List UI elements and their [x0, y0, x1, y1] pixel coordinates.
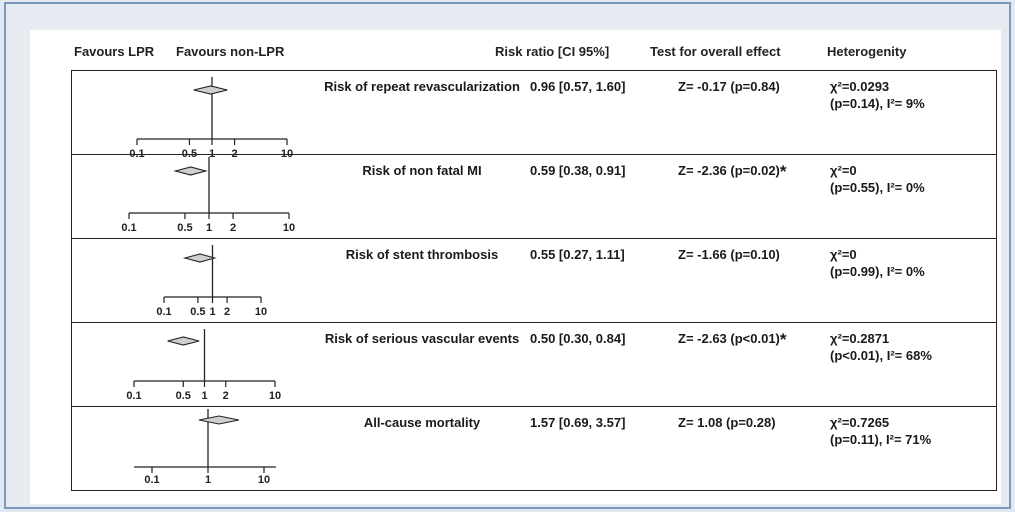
overall-effect-test: Z= -2.63 (p<0.01)*	[678, 330, 787, 348]
x-tick-label: 10	[269, 390, 281, 402]
x-tick-label: 1	[205, 474, 211, 486]
x-tick-label: 2	[230, 222, 236, 234]
overall-effect-test: Z= 1.08 (p=0.28)	[678, 414, 776, 431]
forest-plot-axis: 0.1 0.5 1 2 10	[121, 157, 295, 234]
chi-square-value: χ²=0.0293	[830, 79, 890, 94]
x-tick-label: 1	[206, 222, 212, 234]
forest-row: 0.1 0.5 1 2 10 Risk of serious vascular event…	[71, 322, 997, 407]
outcome-title: Risk of non fatal MI	[362, 163, 482, 178]
outcome-title: All-cause mortality	[363, 415, 481, 430]
forest-plot-axis: 0.1 0.5 1 2 10	[156, 245, 267, 318]
x-tick-label: 0.1	[156, 306, 171, 318]
x-tick-label: 0.1	[126, 390, 141, 402]
overall-effect-test: Z= -1.66 (p=0.10)	[678, 246, 780, 263]
x-tick-label: 2	[224, 306, 230, 318]
outcome-title: Risk of repeat revascularization	[324, 79, 520, 94]
x-tick-label: 1	[209, 306, 215, 318]
forest-plot-axis: 0.1 0.5 1 2 10	[126, 329, 281, 402]
heterogeneity-stats: χ²=0.2871 (p<0.01), I²= 68%	[830, 330, 932, 364]
forest-plot-figure: Favours LPR Favours non-LPR Risk ratio […	[30, 30, 1001, 504]
risk-ratio-value: 1.57 [0.69, 3.57]	[530, 415, 626, 430]
x-tick-label: 0.5	[190, 306, 205, 318]
forest-plot-axis: 0.1 0.5 1 2 10	[129, 77, 293, 160]
forest-row: 0.1 0.5 1 2 10 Risk of stent thrombosis 0.55 […	[71, 238, 997, 323]
z-test-text: Z= -2.36 (p=0.02)	[678, 163, 780, 178]
heterogeneity-stats: χ²=0 (p=0.99), I²= 0%	[830, 246, 925, 280]
forest-row: 0.1 1 10 All-cause mortality 1.57 [0.69, 3.5…	[71, 406, 997, 491]
pooled-estimate-diamond	[198, 415, 240, 425]
outcome-title: Risk of serious vascular events	[324, 331, 520, 346]
heterogeneity-stats: χ²=0.0293 (p=0.14), I²= 9%	[830, 78, 925, 112]
x-tick-label: 1	[201, 390, 207, 402]
forest-row: 0.1 0.5 1 2 10 Risk of repeat revascularizati…	[71, 70, 997, 160]
risk-ratio-value: 0.59 [0.38, 0.91]	[530, 163, 626, 178]
heterogeneity-stats: χ²=0.7265 (p=0.11), I²= 71%	[830, 414, 931, 448]
figure-frame: Favours LPR Favours non-LPR Risk ratio […	[4, 2, 1011, 509]
z-test-text: Z= -0.17 (p=0.84)	[678, 79, 780, 94]
heterogeneity-p-i2: (p=0.55), I²= 0%	[830, 180, 925, 195]
significance-asterisk: *	[779, 330, 787, 349]
x-tick-label: 2	[223, 390, 229, 402]
x-tick-label: 0.1	[121, 222, 136, 234]
heterogeneity-p-i2: (p=0.14), I²= 9%	[830, 96, 925, 111]
chi-square-value: χ²=0	[830, 163, 857, 178]
chi-square-value: χ²=0.2871	[830, 331, 890, 346]
pooled-estimate-diamond	[193, 85, 228, 95]
z-test-text: Z= -2.63 (p<0.01)	[678, 331, 780, 346]
header-heterogeneity: Heterogenity	[827, 44, 907, 59]
heterogeneity-stats: χ²=0 (p=0.55), I²= 0%	[830, 162, 925, 196]
chi-square-value: χ²=0	[830, 247, 857, 262]
forest-row: 0.1 0.5 1 2 10 Risk of non fatal MI 0.59 [0.38…	[71, 154, 997, 239]
z-test-text: Z= -1.66 (p=0.10)	[678, 247, 780, 262]
x-tick-label: 0.5	[177, 222, 192, 234]
x-tick-label: 10	[255, 306, 267, 318]
chi-square-value: χ²=0.7265	[830, 415, 890, 430]
x-tick-label: 0.5	[176, 390, 191, 402]
heterogeneity-p-i2: (p=0.99), I²= 0%	[830, 264, 925, 279]
outcome-title: Risk of stent thrombosis	[345, 247, 499, 262]
significance-asterisk: *	[779, 162, 787, 181]
risk-ratio-value: 0.55 [0.27, 1.11]	[530, 247, 625, 262]
header-risk-ratio: Risk ratio [CI 95%]	[495, 44, 610, 59]
overall-effect-test: Z= -0.17 (p=0.84)	[678, 78, 780, 95]
heterogeneity-p-i2: (p=0.11), I²= 71%	[830, 432, 932, 447]
x-tick-label: 0.1	[144, 474, 159, 486]
risk-ratio-value: 0.50 [0.30, 0.84]	[530, 331, 626, 346]
header-test-overall-effect: Test for overall effect	[650, 44, 781, 59]
pooled-estimate-diamond	[182, 253, 217, 263]
pooled-estimate-diamond	[173, 166, 208, 176]
header-favours-non-lpr: Favours non-LPR	[176, 44, 285, 59]
overall-effect-test: Z= -2.36 (p=0.02)*	[678, 162, 787, 180]
header-favours-lpr: Favours LPR	[74, 44, 155, 59]
x-tick-label: 10	[283, 222, 295, 234]
x-tick-label: 10	[258, 474, 270, 486]
forest-plot-axis: 0.1 1 10	[134, 409, 276, 486]
risk-ratio-value: 0.96 [0.57, 1.60]	[530, 79, 626, 94]
z-test-text: Z= 1.08 (p=0.28)	[678, 415, 776, 430]
heterogeneity-p-i2: (p<0.01), I²= 68%	[830, 348, 932, 363]
pooled-estimate-diamond	[167, 336, 200, 346]
